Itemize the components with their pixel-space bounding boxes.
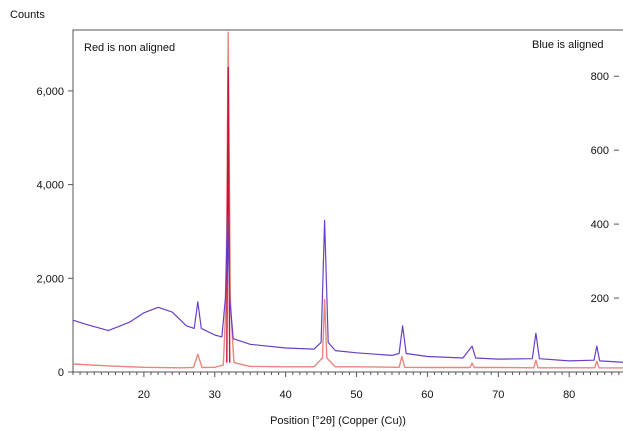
x-axis-tick-labels: 20 30 40 50 60 70 80 [138,389,576,401]
series-line-aligned [72,216,623,363]
x-tick-label: 40 [280,389,292,401]
y-axis-label: Counts [10,9,45,21]
y2-tick-label: 600 [591,145,609,157]
x-axis-ticks [72,372,620,377]
x-tick-label: 50 [350,389,362,401]
y2-axis-tick-labels: 200 400 600 800 [591,71,609,305]
y2-tick-label: 800 [591,71,609,83]
x-tick-label: 30 [209,389,221,401]
y-tick-label: 0 [58,367,64,379]
x-axis-label: Position [°2θ] (Copper (Cu)) [270,415,406,427]
y2-tick-label: 200 [591,293,609,305]
x-tick-label: 60 [421,389,433,401]
series-line-non-aligned [72,31,623,369]
x-tick-label: 80 [563,389,575,401]
y-tick-label: 6,000 [36,86,64,98]
y-tick-label: 4,000 [36,180,64,192]
y2-axis-ticks [614,75,619,299]
plot-frame [72,29,623,373]
x-tick-label: 20 [138,389,150,401]
y-axis-ticks [68,90,73,373]
x-tick-label: 70 [492,389,504,401]
annotation-non-aligned: Red is non aligned [84,42,175,54]
series-group [72,31,623,369]
annotation-aligned: Blue is aligned [532,39,604,51]
y-tick-label: 2,000 [36,273,64,285]
y2-tick-label: 400 [591,219,609,231]
y-axis-tick-labels: 0 2,000 4,000 6,000 [36,86,64,379]
